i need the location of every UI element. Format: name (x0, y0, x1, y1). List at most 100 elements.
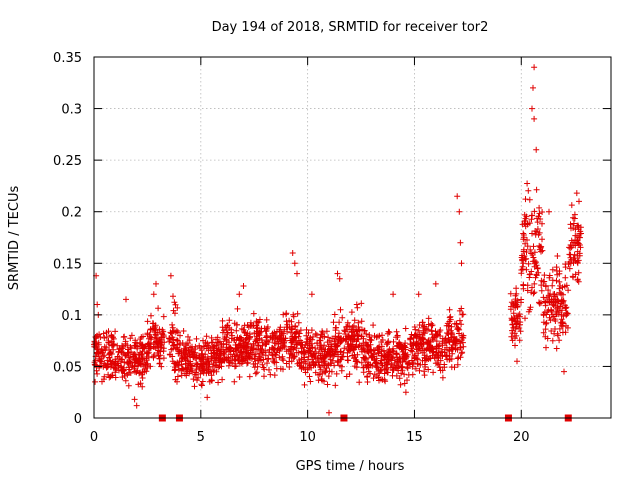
data-point (278, 332, 285, 339)
data-point (513, 332, 520, 339)
y-tick-label: 0.25 (53, 154, 82, 169)
data-point (153, 339, 160, 346)
data-point (146, 345, 153, 352)
data-point (337, 348, 344, 355)
data-point (96, 357, 103, 364)
data-point (434, 343, 441, 350)
data-point (239, 358, 246, 365)
data-point (280, 357, 287, 364)
data-point (255, 330, 261, 337)
data-point (390, 338, 397, 345)
data-point (531, 208, 538, 215)
data-point (511, 330, 518, 337)
data-point (283, 310, 290, 317)
data-point (358, 318, 365, 325)
data-point (519, 257, 526, 264)
data-point (125, 354, 132, 360)
data-point (389, 347, 396, 354)
data-point (269, 352, 276, 359)
data-point (554, 253, 561, 259)
data-point (432, 332, 439, 339)
data-point (112, 365, 119, 372)
data-point (221, 334, 228, 340)
y-tick-label: 0 (74, 412, 82, 427)
data-point (549, 277, 556, 284)
data-point (459, 311, 466, 318)
data-point (518, 267, 525, 273)
data-point (175, 346, 181, 353)
data-point (393, 362, 400, 369)
data-point (419, 319, 426, 326)
data-point (157, 352, 164, 359)
data-point (283, 360, 290, 367)
data-point (288, 343, 295, 350)
data-point (384, 360, 391, 367)
data-point (545, 287, 552, 294)
data-point (103, 364, 110, 371)
data-point (454, 361, 461, 368)
data-point (428, 320, 435, 327)
data-point (540, 294, 547, 301)
data-point (331, 311, 338, 318)
data-point (108, 338, 115, 345)
data-point (259, 339, 266, 346)
data-point (203, 370, 210, 377)
x-tick-labels: 0 5 10 15 20 (90, 430, 530, 445)
data-point (305, 353, 312, 360)
data-point (209, 363, 216, 370)
data-point (533, 186, 540, 193)
data-point (139, 375, 146, 381)
data-point (530, 84, 536, 91)
data-point (552, 318, 559, 324)
data-point (119, 368, 126, 374)
data-point (231, 363, 238, 370)
data-point (169, 358, 176, 365)
data-point (439, 335, 446, 342)
data-point (139, 355, 146, 362)
data-point (437, 367, 444, 374)
data-point (417, 340, 424, 347)
data-point (313, 359, 320, 366)
data-point (257, 357, 264, 364)
data-point (553, 264, 560, 271)
data-point (263, 332, 270, 339)
data-point (208, 368, 215, 375)
data-point (358, 359, 365, 366)
data-point (395, 367, 402, 374)
data-point (559, 284, 566, 291)
data-point (223, 337, 230, 344)
data-point (120, 344, 127, 350)
data-point (432, 360, 439, 367)
data-point (567, 251, 574, 258)
data-point (295, 319, 302, 326)
data-point (125, 359, 132, 366)
chart-title: Day 194 of 2018, SRMTID for receiver tor… (212, 20, 489, 35)
data-point (389, 363, 396, 370)
data-point (358, 300, 365, 307)
data-point (160, 313, 167, 320)
data-point (237, 349, 244, 356)
data-point (518, 299, 524, 306)
data-point (147, 326, 154, 333)
data-point (271, 340, 278, 346)
data-point (184, 353, 191, 360)
data-point (215, 339, 222, 346)
data-point (346, 371, 353, 378)
data-point (240, 338, 247, 345)
data-point (303, 338, 310, 345)
data-point (119, 374, 126, 381)
y-tick-label: 0.1 (61, 309, 82, 324)
data-point (314, 355, 321, 362)
data-point (172, 310, 178, 317)
data-point (219, 376, 226, 383)
data-point (187, 344, 194, 351)
data-point (167, 329, 174, 336)
data-point (188, 348, 195, 355)
data-point (128, 332, 135, 339)
data-point (193, 355, 200, 362)
data-point (562, 264, 569, 271)
data-point (244, 330, 251, 337)
data-point (215, 355, 222, 362)
data-point (208, 339, 215, 346)
